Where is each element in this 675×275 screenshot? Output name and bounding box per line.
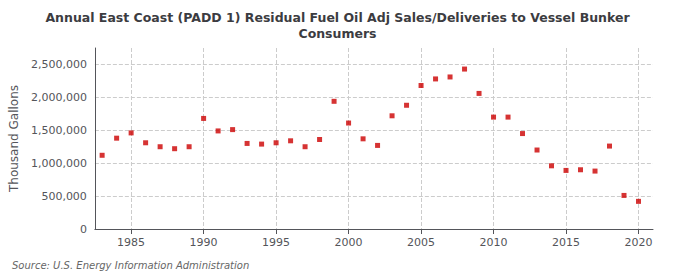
svg-text:2010: 2010: [480, 236, 508, 249]
svg-text:500,000: 500,000: [41, 190, 87, 203]
svg-text:1990: 1990: [190, 236, 218, 249]
svg-text:2000: 2000: [335, 236, 363, 249]
svg-text:2,500,000: 2,500,000: [31, 58, 87, 71]
svg-text:0: 0: [80, 223, 87, 236]
svg-text:2,000,000: 2,000,000: [31, 91, 87, 104]
svg-text:1,500,000: 1,500,000: [31, 124, 87, 137]
svg-text:2015: 2015: [552, 236, 580, 249]
svg-text:2020: 2020: [625, 236, 653, 249]
svg-text:Thousand Gallons: Thousand Gallons: [7, 85, 21, 193]
svg-text:2005: 2005: [407, 236, 435, 249]
svg-text:1,000,000: 1,000,000: [31, 157, 87, 170]
svg-text:Consumers: Consumers: [298, 26, 376, 41]
svg-text:Annual East Coast (PADD 1) Res: Annual East Coast (PADD 1) Residual Fuel…: [45, 10, 630, 25]
svg-text:1985: 1985: [117, 236, 145, 249]
svg-text:1995: 1995: [262, 236, 290, 249]
svg-text:Source: U.S. Energy Informatio: Source: U.S. Energy Information Administ…: [12, 260, 249, 271]
